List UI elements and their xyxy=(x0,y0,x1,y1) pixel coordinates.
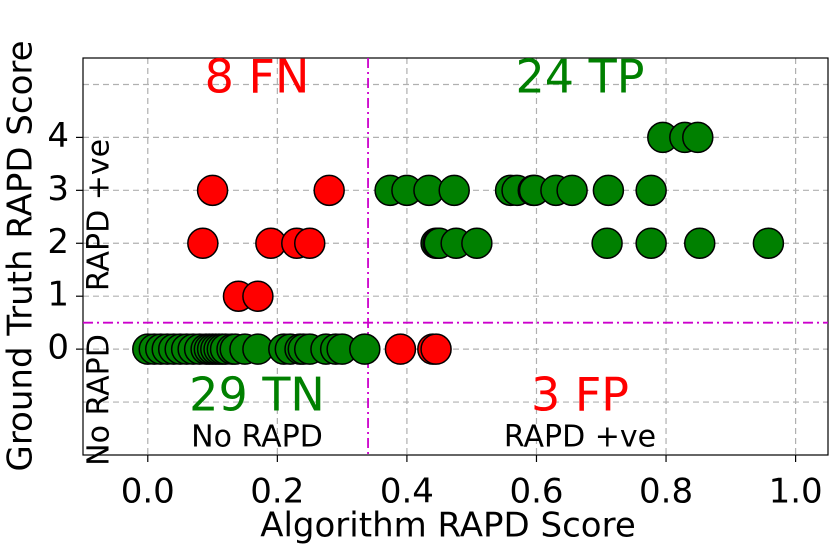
point xyxy=(420,333,452,365)
plot-frame xyxy=(82,57,829,456)
point xyxy=(187,227,219,260)
annotation: 8 FN xyxy=(205,50,310,104)
annotation: 24 TP xyxy=(516,50,645,104)
point xyxy=(635,227,667,260)
point xyxy=(591,227,623,260)
point xyxy=(683,227,716,260)
point xyxy=(752,227,785,260)
point xyxy=(349,333,381,365)
y-tick-label: 3 xyxy=(47,169,69,209)
point xyxy=(242,280,274,312)
point xyxy=(293,227,326,260)
annotation: 3 FP xyxy=(531,368,629,422)
y-tick-label: 0 xyxy=(47,328,69,368)
point xyxy=(635,174,667,207)
y-tick-label: 4 xyxy=(47,116,69,156)
point xyxy=(461,227,493,260)
point xyxy=(556,174,588,207)
point xyxy=(384,333,417,365)
annotation: No RAPD xyxy=(82,334,117,466)
x-tick-label: 0.6 xyxy=(509,472,563,512)
y-tick-label: 1 xyxy=(47,275,69,315)
x-tick-label: 0.8 xyxy=(639,472,693,512)
annotation: 29 TN xyxy=(189,368,325,422)
point xyxy=(313,174,345,207)
point xyxy=(196,174,229,207)
y-axis-label: Ground Truth RAPD Score xyxy=(1,40,41,471)
x-tick-label: 0.4 xyxy=(380,472,434,512)
x-axis-label: Algorithm RAPD Score xyxy=(260,506,636,546)
point xyxy=(438,174,470,207)
x-tick-label: 0.2 xyxy=(250,472,304,512)
annotation: RAPD +ve xyxy=(504,420,656,455)
annotation: RAPD +ve xyxy=(82,139,117,291)
point xyxy=(592,174,625,207)
x-tick-label: 0.0 xyxy=(121,472,175,512)
y-tick-label: 2 xyxy=(47,222,69,262)
annotation: No RAPD xyxy=(191,420,323,455)
point xyxy=(682,121,714,154)
x-tick-label: 1.0 xyxy=(769,472,823,512)
